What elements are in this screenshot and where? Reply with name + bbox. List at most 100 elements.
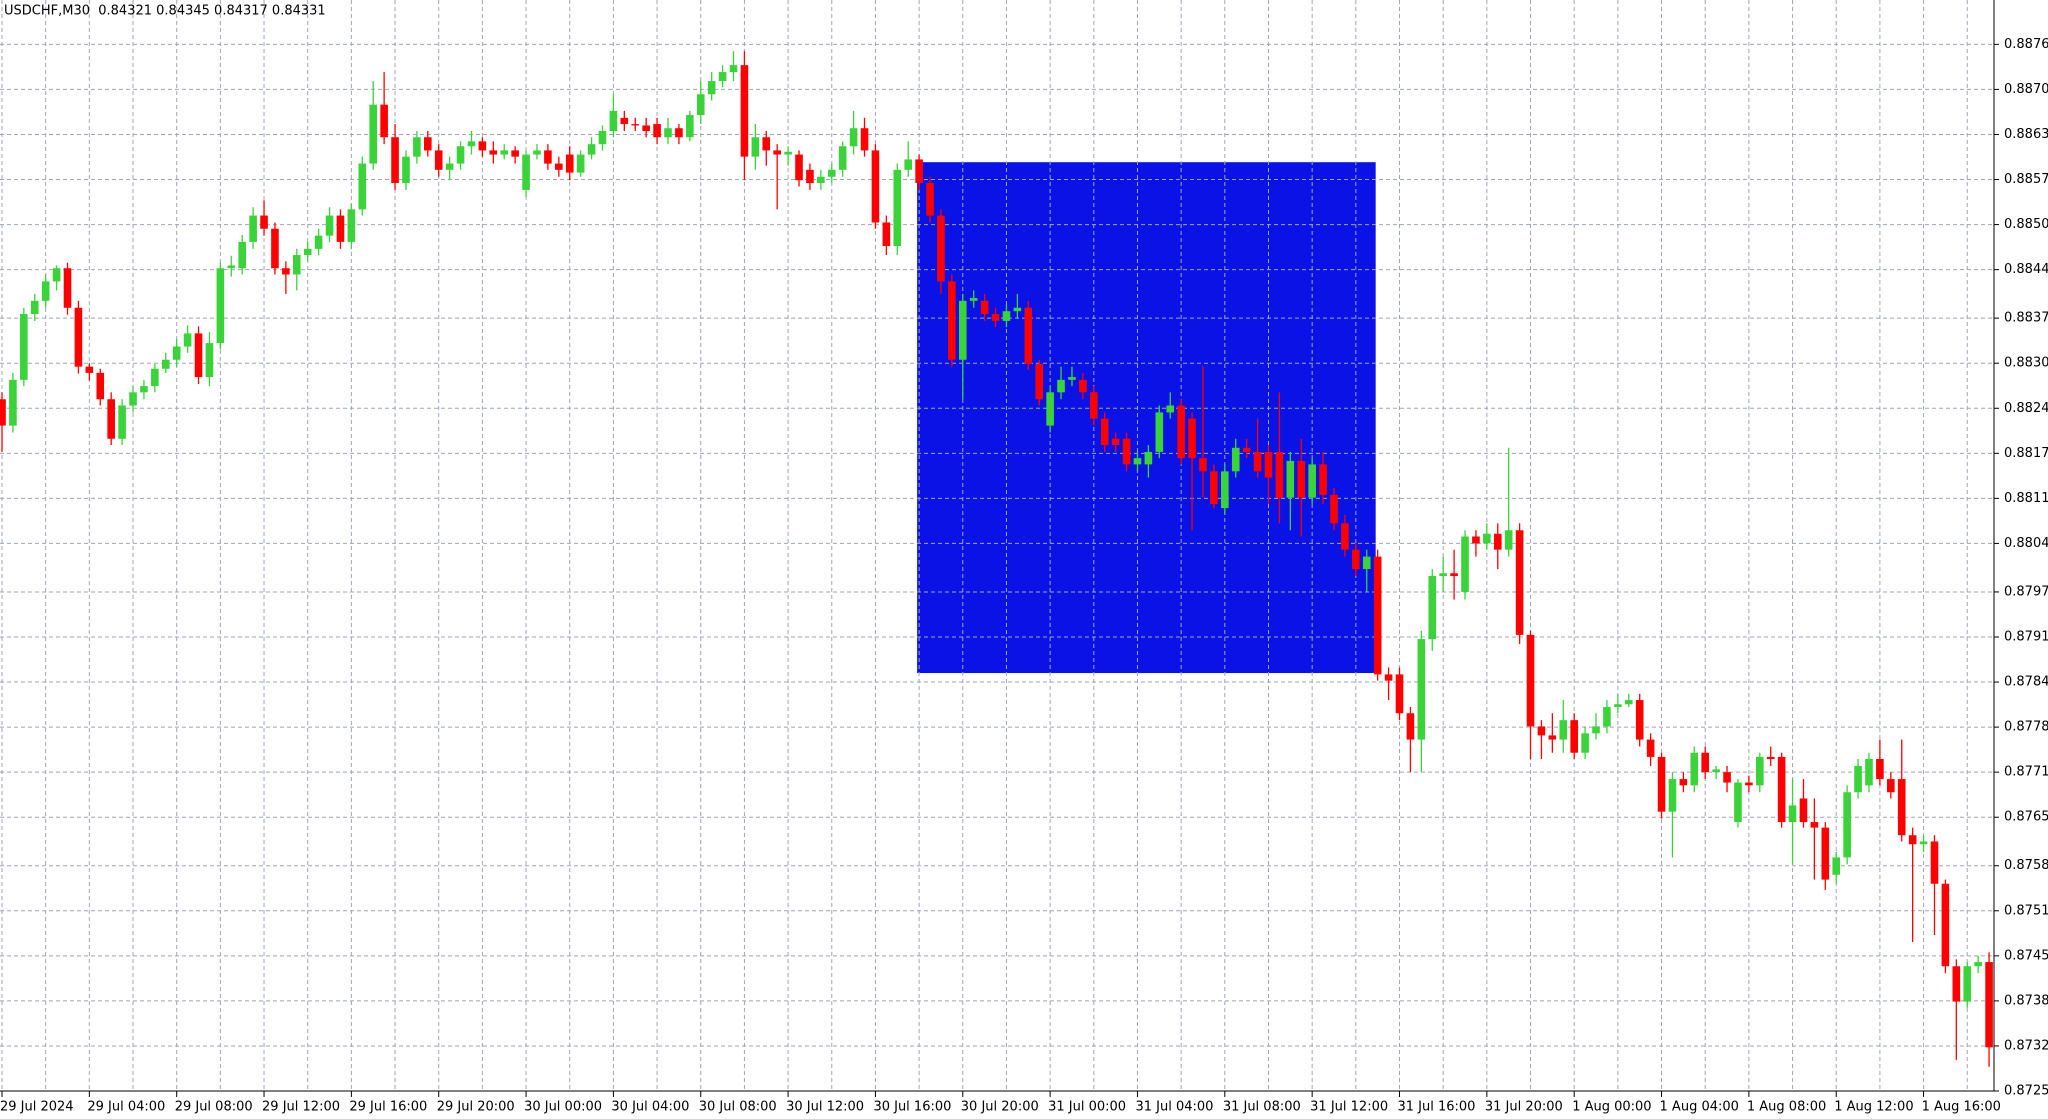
- candle-body: [642, 125, 650, 132]
- x-tick-label: 29 Jul 12:00: [262, 1100, 340, 1115]
- y-tick-label: 0.87515: [2004, 903, 2048, 918]
- candle-body: [1100, 418, 1109, 445]
- x-tick-label: 31 Jul 00:00: [1048, 1100, 1126, 1115]
- y-tick-label: 0.88635: [2004, 127, 2048, 142]
- candle-body: [1122, 438, 1131, 465]
- candle-body: [249, 215, 257, 242]
- candle-body: [1745, 782, 1753, 786]
- candle-body: [1286, 460, 1295, 498]
- candle-body: [587, 144, 596, 155]
- candle-body: [893, 169, 902, 247]
- candle-body: [675, 128, 683, 138]
- y-tick-label: 0.87385: [2004, 993, 2048, 1008]
- x-tick-label: 30 Jul 08:00: [699, 1100, 777, 1115]
- candle-body: [1865, 758, 1873, 786]
- candle-body: [74, 307, 83, 367]
- candle-body: [827, 169, 836, 177]
- candle-body: [1592, 726, 1600, 734]
- candle-body: [1079, 379, 1087, 393]
- candle-body: [9, 379, 17, 426]
- candle-body: [369, 104, 378, 164]
- candle-body: [1832, 857, 1841, 875]
- x-tick-label: 30 Jul 12:00: [786, 1100, 864, 1115]
- x-tick-label: 1 Aug 12:00: [1834, 1100, 1913, 1115]
- candle-body: [740, 65, 749, 157]
- candle-body: [489, 150, 498, 155]
- x-tick-label: 30 Jul 04:00: [611, 1100, 689, 1115]
- candle-body: [402, 156, 410, 183]
- candle-body: [227, 265, 236, 269]
- candle-body: [380, 104, 388, 138]
- candle-body: [1624, 700, 1633, 705]
- candle-body: [1646, 739, 1655, 757]
- candle-body: [1679, 779, 1688, 786]
- x-tick-label: 29 Jul 20:00: [437, 1100, 515, 1115]
- candle-body: [849, 128, 858, 147]
- candle-body: [52, 268, 61, 282]
- candle-body: [1341, 523, 1349, 550]
- candle-body: [522, 154, 530, 190]
- objects-layer: [917, 162, 1376, 674]
- candle-body: [1362, 556, 1371, 570]
- candle-body: [1657, 756, 1666, 812]
- candle-body: [555, 163, 563, 170]
- candle-body: [391, 137, 399, 183]
- candle-body: [904, 159, 912, 170]
- candle-body: [118, 405, 126, 439]
- y-tick-label: 0.87845: [2004, 675, 2048, 690]
- candle-body: [1068, 377, 1076, 380]
- candle-body: [631, 124, 640, 126]
- candle-body: [303, 248, 312, 256]
- candle-body: [1308, 464, 1316, 498]
- candle-body: [1264, 451, 1273, 478]
- candle-body: [1330, 494, 1338, 524]
- y-tick-label: 0.87715: [2004, 765, 2048, 780]
- y-tick-label: 0.88305: [2004, 356, 2048, 371]
- candle-body: [1275, 451, 1284, 498]
- candle-body: [1493, 533, 1502, 550]
- candle-body: [784, 151, 792, 155]
- candle-body: [216, 268, 225, 344]
- candle-body: [1395, 674, 1404, 714]
- rectangle-object: [917, 162, 1376, 674]
- candle-body: [1548, 735, 1557, 740]
- candle-body: [718, 72, 727, 82]
- candle-body: [96, 372, 105, 400]
- candle-body: [1515, 530, 1524, 635]
- candle-body: [30, 300, 39, 314]
- x-tick-label: 1 Aug 08:00: [1747, 1100, 1826, 1115]
- candle-body: [806, 169, 814, 183]
- candle-body: [1177, 405, 1185, 459]
- candle-body: [1133, 458, 1142, 465]
- candle-body: [1635, 700, 1644, 740]
- candle-body: [511, 150, 519, 157]
- x-tick-label: 31 Jul 20:00: [1485, 1100, 1563, 1115]
- candle-body: [1483, 533, 1491, 544]
- x-tick-label: 1 Aug 16:00: [1922, 1100, 2001, 1115]
- candle-body: [1002, 311, 1011, 321]
- candle-body: [1974, 962, 1982, 967]
- candle-body: [129, 392, 137, 406]
- candle-body: [314, 235, 323, 249]
- candle-body: [937, 215, 945, 282]
- candle-body: [1526, 634, 1535, 727]
- candle-body: [413, 137, 421, 157]
- candle-body: [424, 137, 432, 151]
- candle-body: [1199, 458, 1207, 472]
- candle-body: [729, 65, 738, 73]
- x-tick-label: 30 Jul 00:00: [524, 1100, 602, 1115]
- candle-body: [336, 215, 345, 242]
- x-tick-label: 29 Jul 2024: [0, 1100, 74, 1115]
- candle-body: [20, 313, 28, 380]
- x-tick-label: 31 Jul 12:00: [1310, 1100, 1388, 1115]
- candle-body: [860, 128, 869, 151]
- x-tick-label: 31 Jul 16:00: [1398, 1100, 1476, 1115]
- candle-body: [1614, 704, 1622, 708]
- y-tick-label: 0.87975: [2004, 584, 2048, 599]
- candle-body: [598, 131, 607, 145]
- x-tick-label: 1 Aug 00:00: [1572, 1100, 1651, 1115]
